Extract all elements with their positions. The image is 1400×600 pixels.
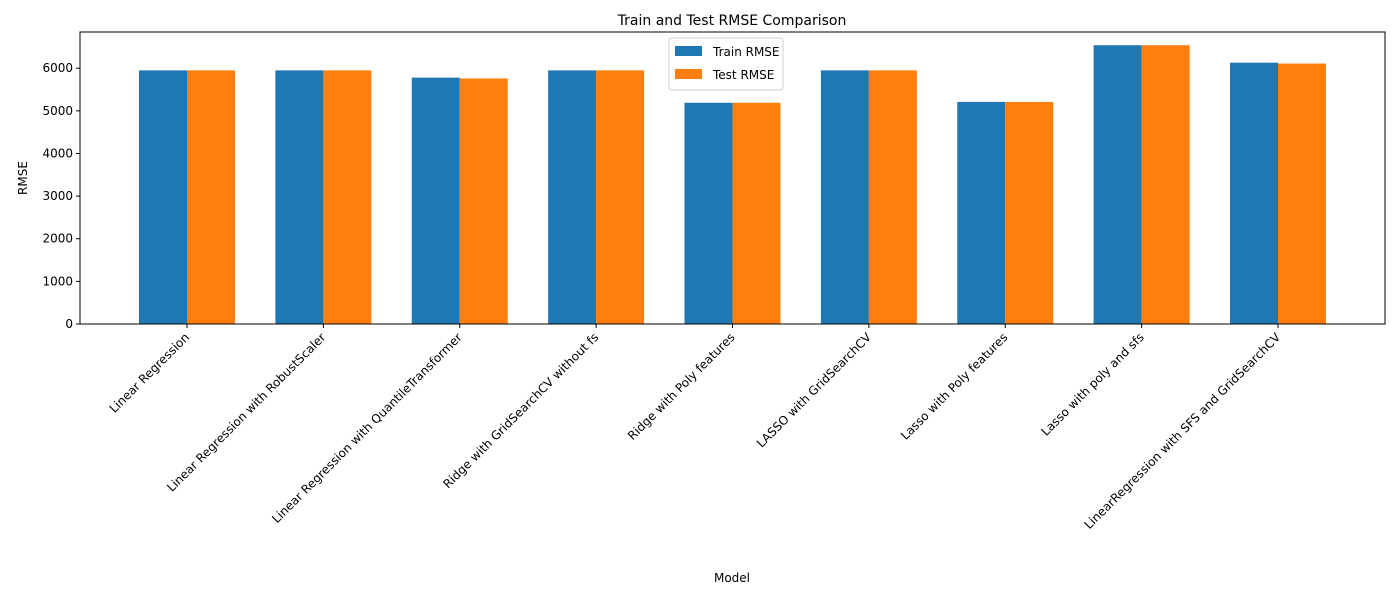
bar-train-5 xyxy=(820,70,869,324)
y-tick-label-0: 0 xyxy=(65,317,73,331)
bar-test-1 xyxy=(323,70,372,324)
y-tick-label-1: 1000 xyxy=(42,274,73,288)
chart-title: Train and Test RMSE Comparison xyxy=(617,13,847,29)
bar-test-7 xyxy=(1141,45,1190,324)
bar-train-6 xyxy=(957,101,1006,325)
legend-swatch-train xyxy=(675,46,702,56)
x-axis-label: Model xyxy=(714,571,750,585)
bar-train-4 xyxy=(684,102,733,324)
bar-train-8 xyxy=(1230,62,1278,325)
y-tick-label-2: 2000 xyxy=(42,232,73,246)
bar-test-6 xyxy=(1005,101,1054,325)
y-axis: 0 1000 2000 3000 4000 5000 6000 xyxy=(42,61,80,331)
bar-test-0 xyxy=(187,70,235,324)
y-axis-label: RMSE xyxy=(16,161,30,195)
legend-swatch-test xyxy=(675,69,702,79)
bar-test-3 xyxy=(596,70,645,324)
y-tick-label-4: 4000 xyxy=(42,146,73,160)
legend: Train RMSE Test RMSE xyxy=(668,37,784,91)
bar-train-0 xyxy=(139,70,187,324)
plot-area-frame xyxy=(79,31,1386,325)
y-tick-label-6: 6000 xyxy=(42,61,73,75)
bar-test-5 xyxy=(868,70,917,324)
legend-label-test: Test RMSE xyxy=(712,68,774,82)
bar-test-2 xyxy=(459,78,508,324)
y-tick-label-5: 5000 xyxy=(42,104,73,118)
bar-train-7 xyxy=(1093,45,1142,324)
bar-test-4 xyxy=(732,102,781,324)
bars-group xyxy=(139,45,1326,325)
bar-train-1 xyxy=(275,70,324,324)
bar-train-2 xyxy=(411,77,460,324)
bar-test-8 xyxy=(1278,63,1326,324)
bar-train-3 xyxy=(548,70,597,324)
y-tick-label-3: 3000 xyxy=(42,189,73,203)
legend-label-train: Train RMSE xyxy=(712,45,780,59)
